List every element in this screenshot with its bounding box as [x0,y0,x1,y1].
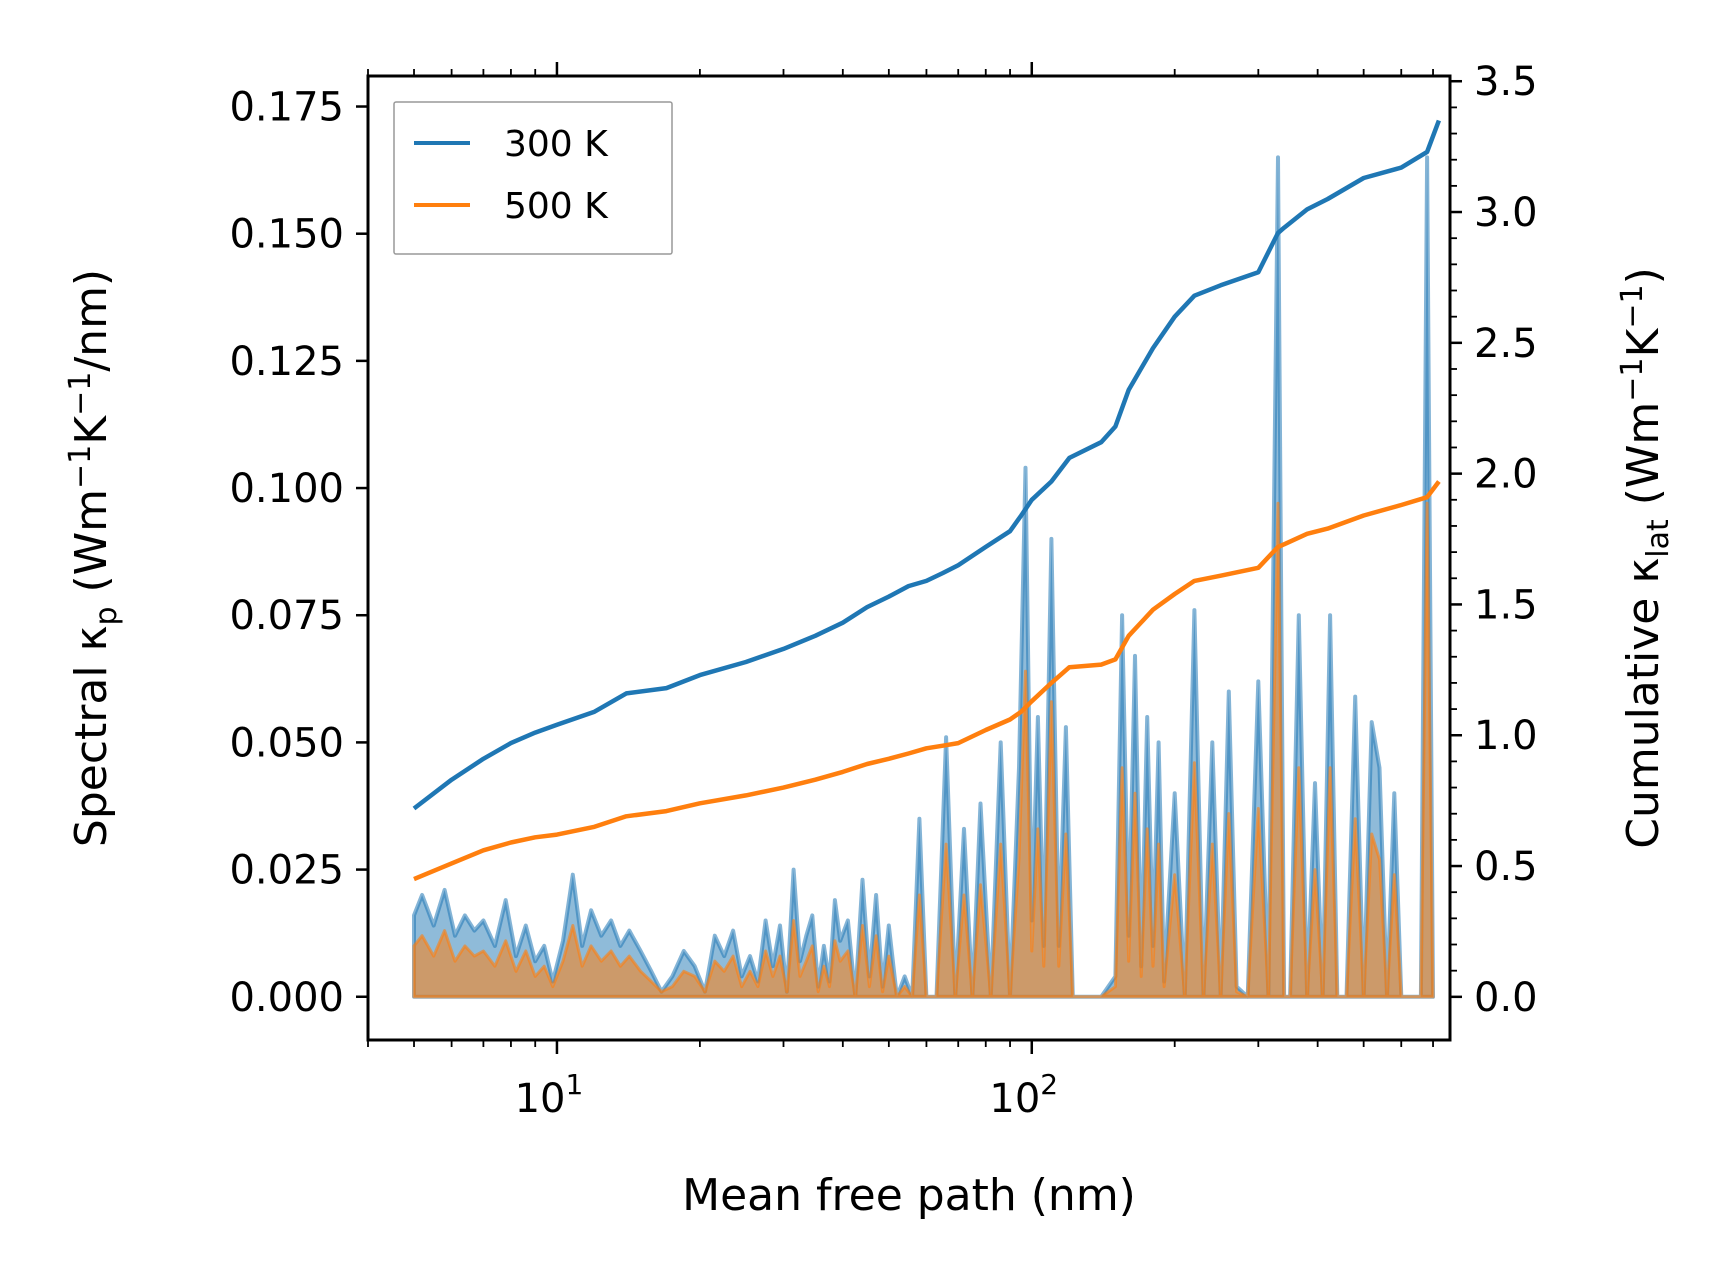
legend-box [393,101,673,255]
y-left-tick-label-7: 0.175 [229,85,344,131]
y-right-main: Cumulative κ [1618,558,1669,849]
ticks-layer: 0.000 0.025 0.050 0.075 0.100 0.125 0.150 0.175… [229,59,1537,1122]
y-right-tick-label-1: 0.5 [1474,844,1538,890]
legend: 300 K 500 K [393,101,673,255]
line-layer [412,119,1442,882]
y-axis-left-title: Spectral κp (Wm−1K−1/nm) [63,269,124,847]
axes-frame [366,74,1452,1042]
y-right-tick-label-7: 3.5 [1474,59,1538,105]
y-left-tick-label-4: 0.100 [229,466,344,512]
spectral-fill-layer [412,155,1435,999]
y-right-tick-label-3: 1.5 [1474,582,1538,628]
y-right-tick-label-4: 2.0 [1474,452,1538,498]
y-right-sup1: −1 [1615,357,1650,401]
spectral-area-500k [412,501,1435,999]
y-right-unit-mid: K [1618,327,1669,357]
y-left-unit-pre: (Wm [66,489,117,607]
y-right-tick-label-0: 0.0 [1474,975,1538,1021]
y-left-sup1: −1 [63,445,98,489]
y-left-tick-label-0: 0.000 [229,975,344,1021]
y-axis-right-title: Cumulative κlat (Wm−1K−1) [1615,267,1676,849]
x-axis-title: Mean free path (nm) [682,1170,1136,1221]
y-left-tick-label-6: 0.150 [229,212,344,258]
cumulative-line-300k [412,119,1442,811]
cumulative-line-500k [413,480,1441,882]
y-right-tick-label-2: 1.0 [1474,713,1538,759]
y-left-sub: p [89,606,124,625]
y-right-tick-label-6: 3.0 [1474,190,1538,236]
y-left-sup2: −1 [63,372,98,416]
y-left-unit-mid: K [66,415,117,445]
y-right-sub: lat [1641,519,1676,558]
y-left-tick-label-3: 0.075 [229,593,344,639]
y-right-tick-label-5: 2.5 [1474,321,1538,367]
y-left-main: Spectral κ [66,626,117,848]
plot-area [412,119,1442,999]
x-tick-label-1: 102 [989,1068,1058,1122]
y-right-unit-pre: (Wm [1618,402,1669,520]
y-left-tick-label-5: 0.125 [229,339,344,385]
legend-label-300k: 300 K [504,124,609,165]
y-right-sup2: −1 [1615,284,1650,328]
legend-label-500k: 500 K [504,186,609,227]
y-right-unit-post: ) [1618,267,1669,284]
y-left-tick-label-1: 0.025 [229,848,344,894]
x-tick-label-0: 101 [515,1068,584,1122]
y-left-tick-label-2: 0.050 [229,720,344,766]
y-left-unit-post: /nm) [66,269,117,372]
